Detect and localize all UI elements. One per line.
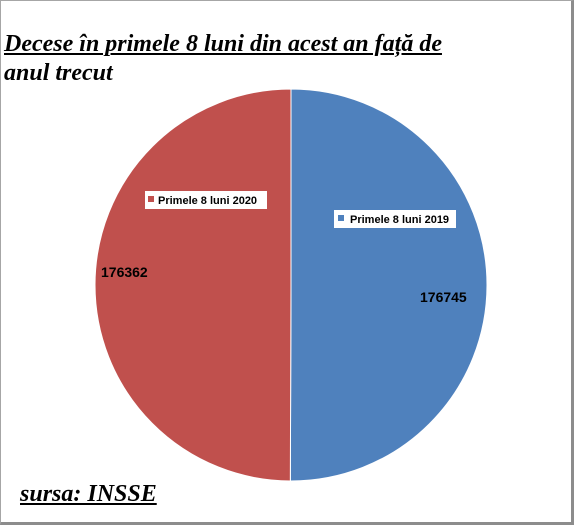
- source-label: sursa: INSSE: [20, 481, 157, 507]
- chart-title-line1: Decese în primele 8 luni din acest an fa…: [4, 31, 442, 57]
- value-label-2019: 176745: [420, 289, 467, 305]
- pie-slice-2020: [94, 88, 292, 482]
- value-label-2020: 176362: [101, 264, 148, 280]
- legend-2019-label: Primele 8 luni 2019: [350, 214, 449, 226]
- legend-2020-box: [145, 191, 267, 209]
- legend-2020: Primele 8 luni 2020: [145, 191, 267, 209]
- chart-title-line2: anul trecut: [4, 60, 113, 86]
- legend-2019-box: [334, 210, 456, 228]
- legend-2020-label: Primele 8 luni 2020: [158, 195, 257, 207]
- pie-slice-2019: [289, 88, 488, 482]
- legend-2020-swatch: [148, 196, 154, 202]
- legend-2019-swatch: [338, 215, 344, 221]
- chart-title: Decese în primele 8 luni din acest an fa…: [4, 30, 534, 88]
- legend-2019: Primele 8 luni 2019: [334, 210, 456, 228]
